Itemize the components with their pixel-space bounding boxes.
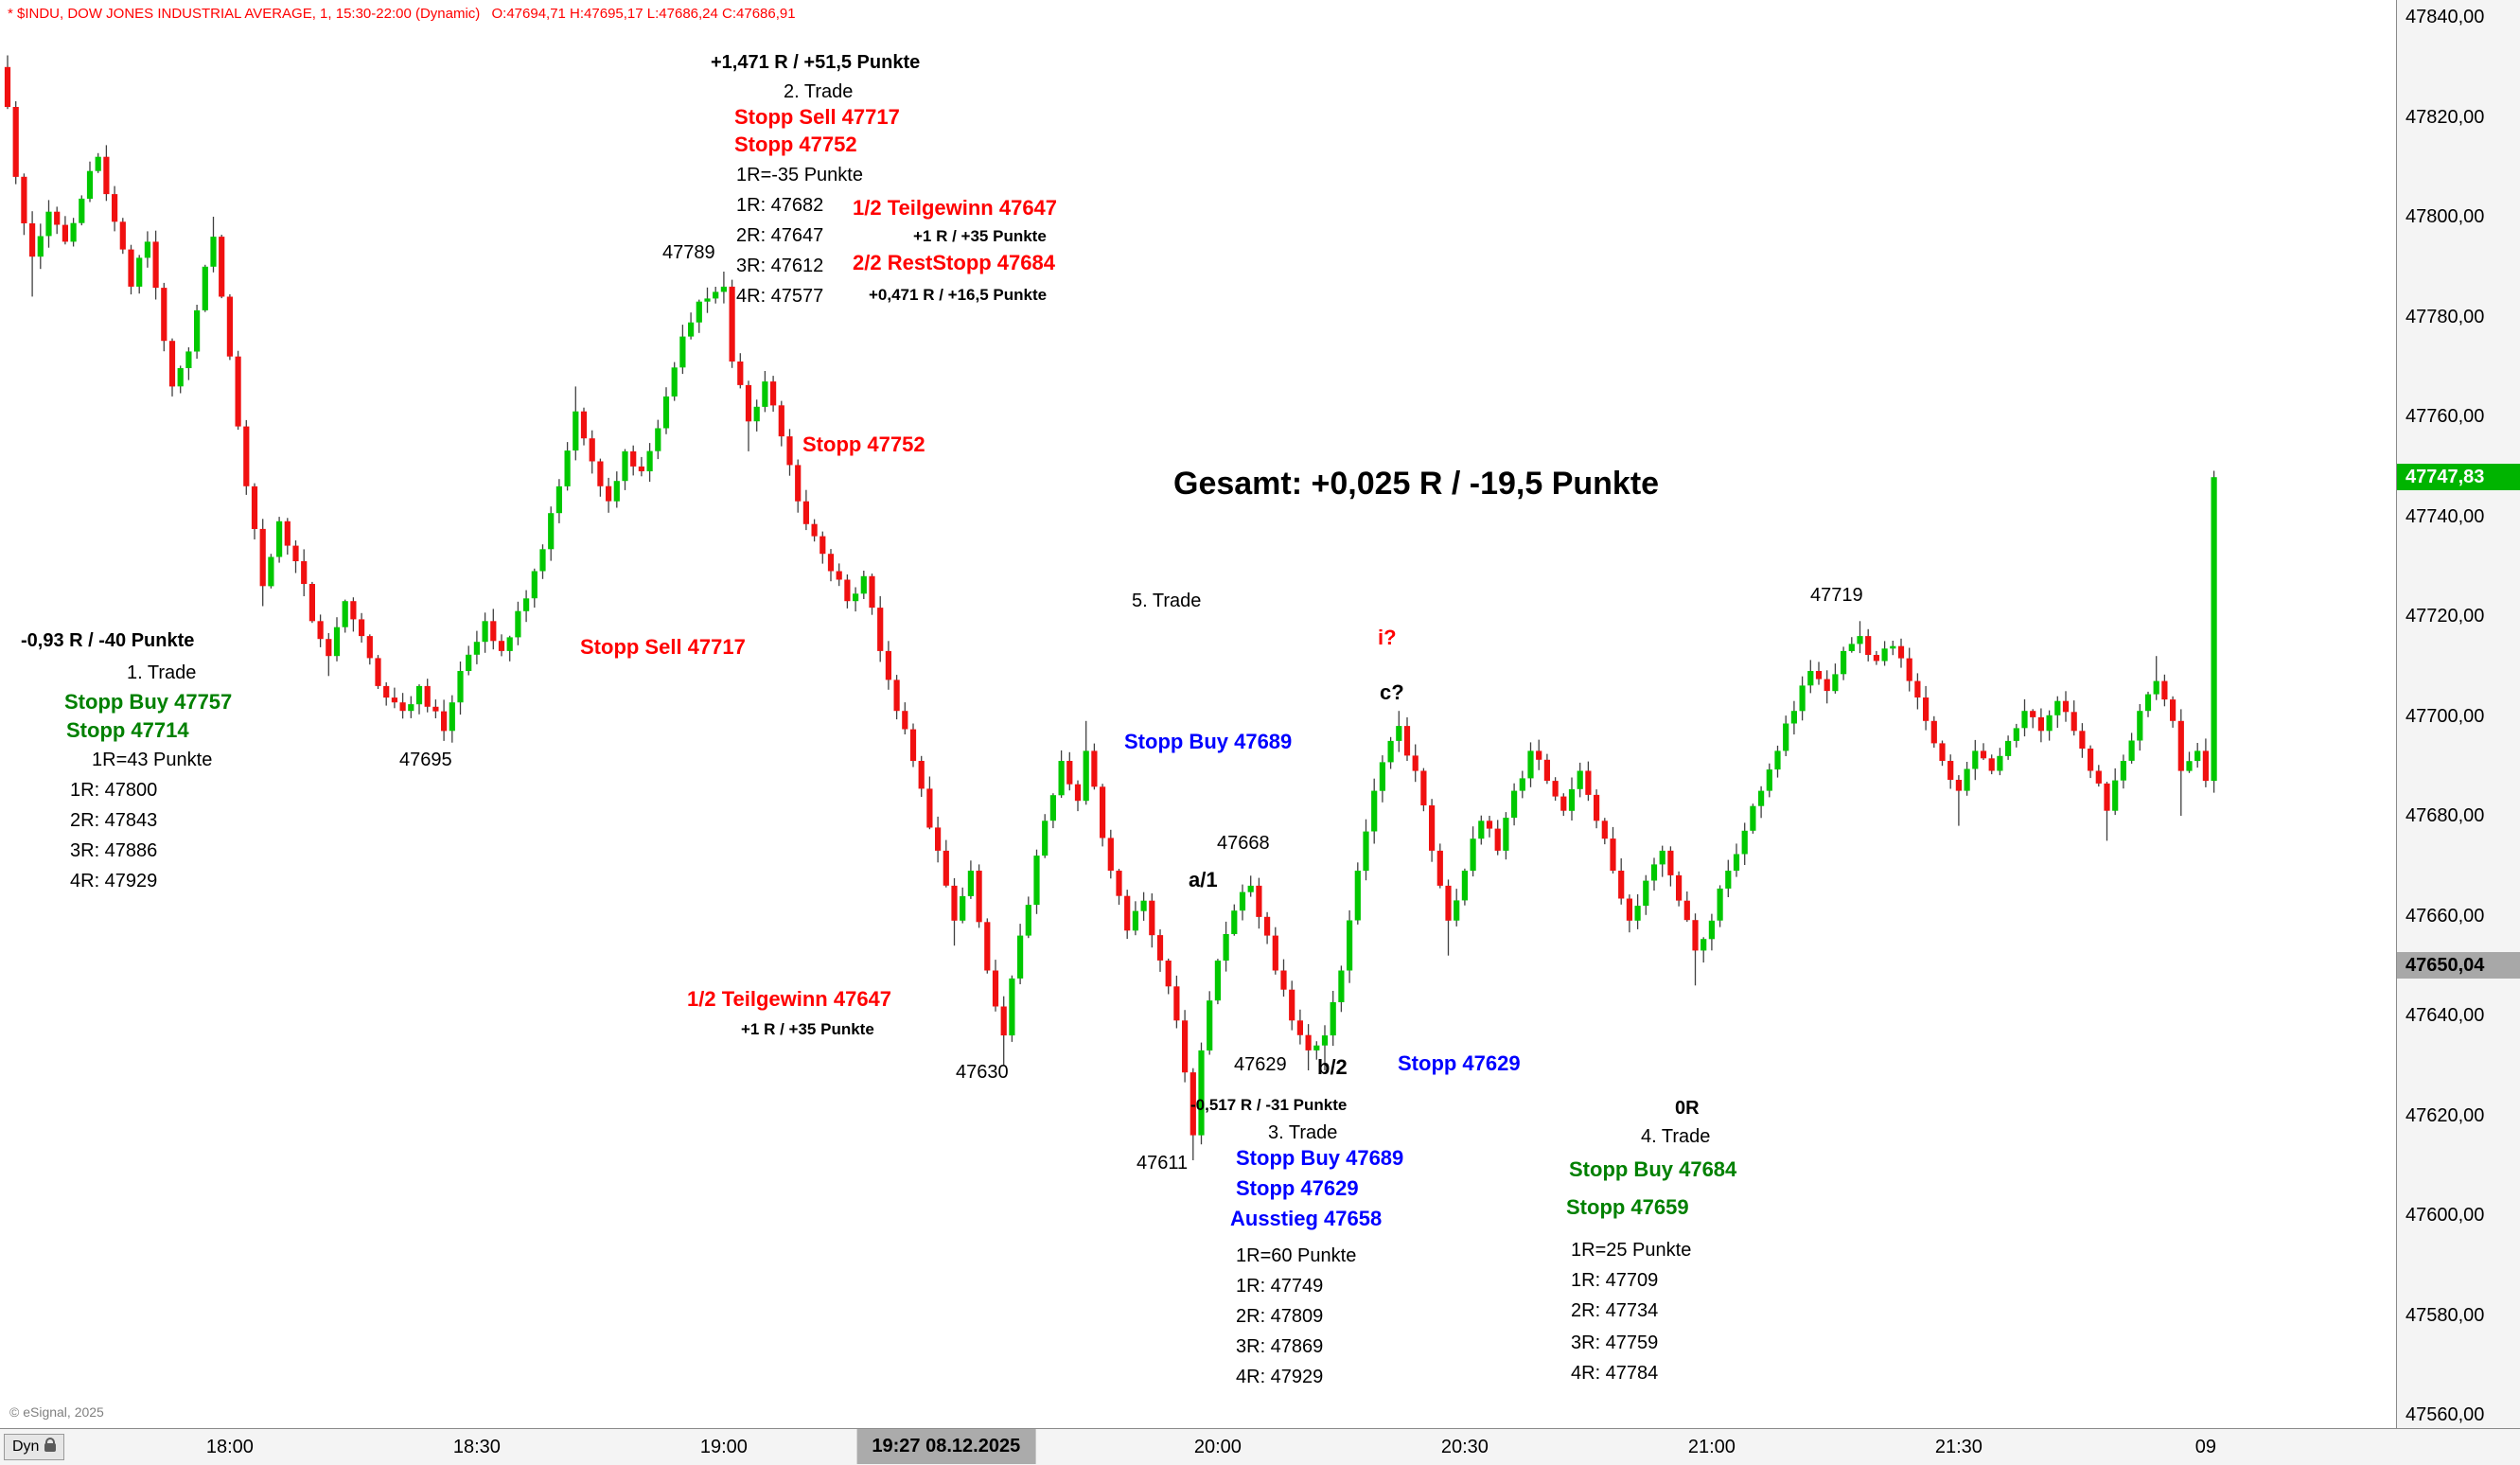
trade4-1r: 1R: 47709	[1571, 1270, 1659, 1291]
teilgewinn-47647-label: 1/2 Teilgewinn 47647	[687, 987, 892, 1011]
time-axis-label: 19:00	[699, 1437, 748, 1457]
trade2-reststopp: 2/2 RestStopp 47684	[853, 251, 1055, 274]
price-axis[interactable]: 47840,00 47820,00 47800,00 47780,00 47760,00…	[2396, 0, 2520, 1429]
price-axis-label: 47800,00	[2405, 206, 2485, 227]
lock-icon	[44, 1437, 57, 1452]
time-axis-label: 18:30	[452, 1437, 501, 1457]
trade3-ausstieg: Ausstieg 47658	[1230, 1207, 1383, 1230]
wave-i-label: i?	[1378, 626, 1397, 649]
teilgewinn-result-label: +1 R / +35 Punkte	[741, 1020, 874, 1038]
trade4-2r: 2R: 47734	[1571, 1300, 1659, 1321]
trade3-4r: 4R: 47929	[1236, 1367, 1324, 1387]
prev-close-badge: 47650,04	[2397, 952, 2520, 980]
trade4-stopp: Stopp 47659	[1566, 1195, 1689, 1219]
price-label-47719: 47719	[1810, 585, 1863, 606]
trade2-reststopp-result: +0,471 R / +16,5 Punkte	[869, 286, 1048, 304]
trade3-1r: 1R: 47749	[1236, 1276, 1324, 1297]
price-axis-label: 47820,00	[2405, 106, 2485, 128]
price-label-47611: 47611	[1137, 1153, 1189, 1174]
price-axis-label: 47580,00	[2405, 1304, 2485, 1326]
stopp-47629-label: Stopp 47629	[1398, 1051, 1521, 1075]
trade2-4r: 4R: 47577	[736, 286, 824, 307]
time-axis-label: 20:30	[1440, 1437, 1489, 1457]
wave-b2-label: b/2	[1317, 1055, 1348, 1079]
dyn-label: Dyn	[12, 1439, 40, 1455]
trade3-1r-points: 1R=60 Punkte	[1236, 1245, 1357, 1266]
price-axis-label: 47620,00	[2405, 1104, 2485, 1126]
time-axis[interactable]: Dyn 18:00 18:30 19:00 20:00 20:30 21:00 21:30 0…	[0, 1428, 2520, 1465]
trade2-stopp-sell: Stopp Sell 47717	[734, 105, 900, 129]
price-axis-label: 47680,00	[2405, 805, 2485, 826]
wave-a1-label: a/1	[1189, 868, 1218, 891]
trade3-stopp: Stopp 47629	[1236, 1176, 1359, 1200]
trade1-stopp-buy: Stopp Buy 47757	[64, 690, 233, 714]
trade5-stopp-buy: Stopp Buy 47689	[1124, 730, 1293, 753]
price-label-47789: 47789	[662, 242, 715, 263]
price-label-47668: 47668	[1217, 833, 1270, 854]
trade2-2r: 2R: 47647	[736, 225, 824, 246]
trade2-1r-points: 1R=-35 Punkte	[736, 165, 863, 185]
time-axis-label: 21:00	[1687, 1437, 1736, 1457]
price-axis-label: 47700,00	[2405, 705, 2485, 727]
dyn-button[interactable]: Dyn	[4, 1434, 65, 1460]
trade3-2r: 2R: 47809	[1236, 1306, 1324, 1327]
symbol-info: * $INDU, DOW JONES INDUSTRIAL AVERAGE, 1…	[8, 6, 481, 22]
trade4-stopp-buy: Stopp Buy 47684	[1569, 1157, 1737, 1181]
price-axis-label: 47560,00	[2405, 1404, 2485, 1425]
trade2-1r: 1R: 47682	[736, 195, 824, 216]
price-axis-label: 47840,00	[2405, 7, 2485, 27]
trade4-title: 4. Trade	[1641, 1126, 1711, 1147]
trade1-1r: 1R: 47800	[70, 780, 158, 801]
trade2-result: +1,471 R / +51,5 Punkte	[711, 52, 921, 73]
chart-title-bar: * $INDU, DOW JONES INDUSTRIAL AVERAGE, 1…	[8, 6, 796, 22]
trade4-result: 0R	[1675, 1098, 1700, 1119]
price-axis-label: 47780,00	[2405, 306, 2485, 327]
price-label-47629: 47629	[1234, 1054, 1287, 1075]
time-axis-label: 09	[2194, 1437, 2217, 1457]
time-axis-label: 21:30	[1934, 1437, 1983, 1457]
price-axis-label: 47740,00	[2405, 505, 2485, 527]
trade3-stopp-buy: Stopp Buy 47689	[1236, 1146, 1404, 1170]
trade3-result: -0,517 R / -31 Punkte	[1190, 1096, 1348, 1114]
price-axis-label: 47720,00	[2405, 606, 2485, 627]
price-axis-label: 47660,00	[2405, 905, 2485, 927]
trade1-stopp: Stopp 47714	[66, 718, 189, 742]
trade5-title: 5. Trade	[1132, 591, 1202, 611]
price-axis-label: 47640,00	[2405, 1005, 2485, 1026]
trade2-stopp: Stopp 47752	[734, 132, 857, 156]
trade1-result: -0,93 R / -40 Punkte	[21, 630, 195, 651]
time-axis-label: 20:00	[1193, 1437, 1242, 1457]
trade1-title: 1. Trade	[127, 662, 197, 683]
price-axis-label: 47760,00	[2405, 406, 2485, 427]
trade1-2r: 2R: 47843	[70, 810, 158, 831]
trade4-3r: 3R: 47759	[1571, 1333, 1659, 1353]
wave-c-label: c?	[1380, 680, 1404, 704]
time-axis-label: 18:00	[205, 1437, 254, 1457]
trade2-teilgewinn-result: +1 R / +35 Punkte	[913, 227, 1047, 245]
trade1-1r-points: 1R=43 Punkte	[92, 750, 213, 770]
ohlc-readout: O:47694,71 H:47695,17 L:47686,24 C:47686…	[491, 6, 796, 22]
trade1-3r: 3R: 47886	[70, 840, 158, 861]
last-price-badge: 47747,83	[2397, 464, 2520, 491]
trade4-4r: 4R: 47784	[1571, 1363, 1659, 1384]
time-cursor-badge: 19:27 08.12.2025	[856, 1429, 1036, 1464]
price-axis-label: 47600,00	[2405, 1205, 2485, 1226]
trade2-3r: 3R: 47612	[736, 256, 824, 276]
trade2-teilgewinn: 1/2 Teilgewinn 47647	[853, 196, 1058, 220]
total-result: Gesamt: +0,025 R / -19,5 Punkte	[1173, 466, 1660, 502]
stopp-47752-label: Stopp 47752	[802, 432, 925, 456]
trade3-title: 3. Trade	[1268, 1122, 1338, 1143]
trade3-3r: 3R: 47869	[1236, 1336, 1324, 1357]
price-label-47630: 47630	[956, 1062, 1009, 1083]
copyright: © eSignal, 2025	[9, 1404, 104, 1420]
trade2-title: 2. Trade	[784, 81, 854, 102]
trade4-1r-points: 1R=25 Punkte	[1571, 1240, 1692, 1261]
trade1-4r: 4R: 47929	[70, 871, 158, 891]
stopp-sell-47717-label: Stopp Sell 47717	[580, 635, 746, 659]
price-label-47695: 47695	[399, 750, 452, 770]
